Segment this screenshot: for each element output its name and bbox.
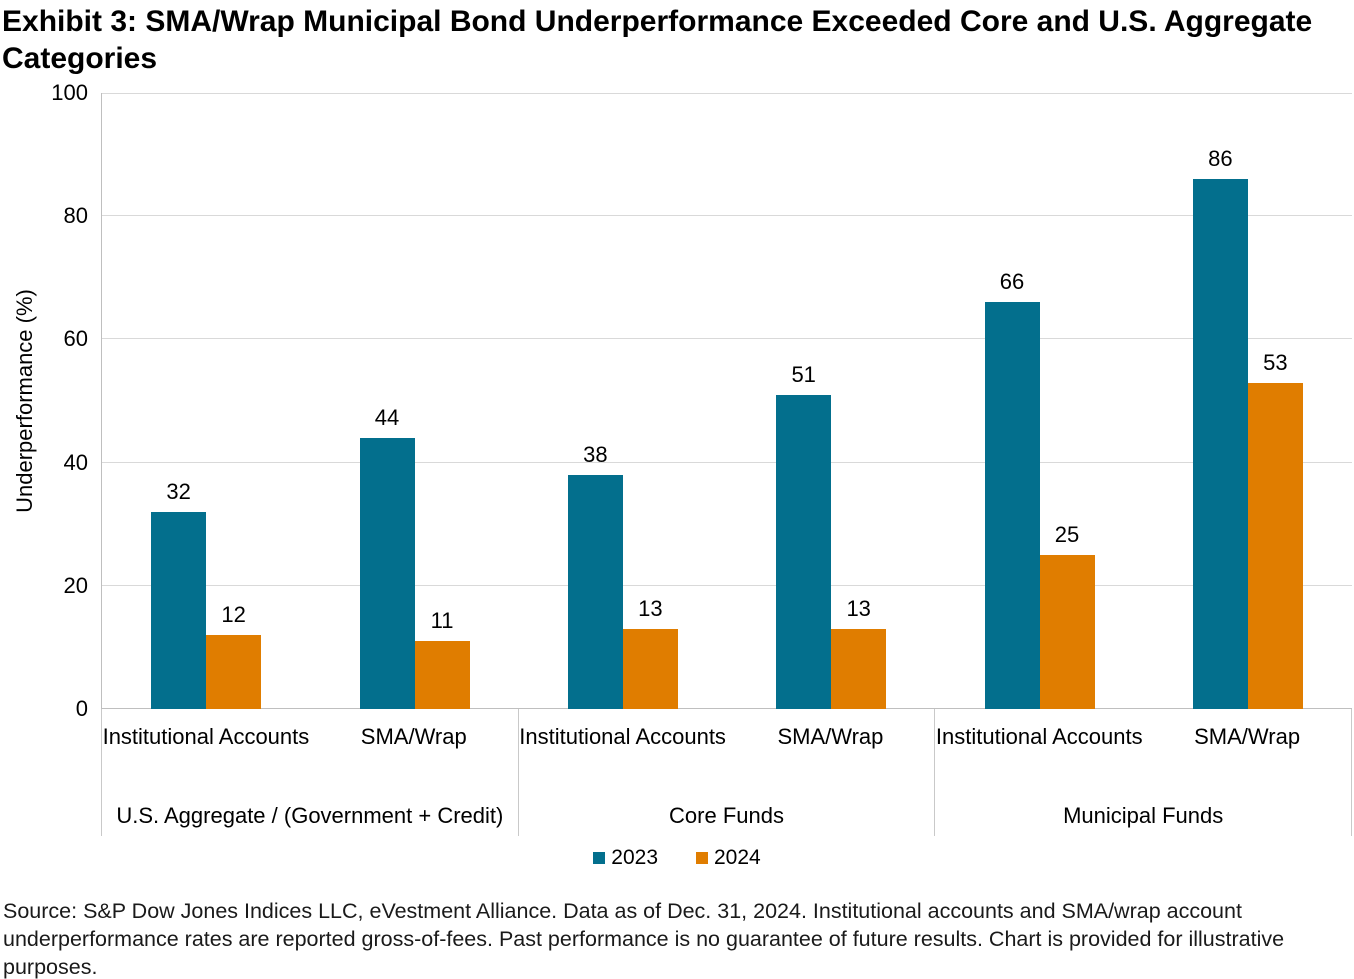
bar-value-label: 13 <box>638 595 663 621</box>
x-axis-group: Institutional Accounts SMA/Wrap Core Funds <box>517 709 935 836</box>
bar-pair: 44 11 <box>359 93 470 709</box>
chart-title: Exhibit 3: SMA/Wrap Municipal Bond Under… <box>2 5 1313 75</box>
x-group-label: U.S. Aggregate / (Government + Credit) <box>116 803 504 828</box>
x-axis-group: Institutional Accounts SMA/Wrap Municipal … <box>934 709 1353 836</box>
x-category-label: Institutional Accounts <box>935 724 1143 749</box>
category-slot: 66 25 <box>935 93 1143 709</box>
bar-value-label: 66 <box>999 269 1025 295</box>
plot-area: 32 12 44 11 38 13 51 13 66 25 86 53 <box>101 93 1352 709</box>
legend-swatch-2023 <box>593 852 606 864</box>
bar-2023 <box>1192 179 1248 709</box>
bar-column: 12 <box>206 93 262 709</box>
bar-value-label: 12 <box>221 602 246 628</box>
category-slot: 51 13 <box>727 93 935 709</box>
bar-pair: 86 53 <box>1192 93 1303 709</box>
bar-column: 13 <box>622 93 678 709</box>
x-category-label: Institutional Accounts <box>519 724 726 749</box>
bar-column: 25 <box>1039 93 1095 709</box>
bar-column: 32 <box>151 93 207 709</box>
y-tick-label: 40 <box>63 449 88 475</box>
x-axis-line <box>102 708 1352 709</box>
bar-2023 <box>151 511 207 709</box>
bar-2023 <box>984 302 1040 709</box>
legend-label: 2023 <box>611 846 658 869</box>
bar-pair: 32 12 <box>151 93 262 709</box>
category-slot: 32 12 <box>102 93 310 709</box>
source-note: Source: S&P Dow Jones Indices LLC, eVest… <box>3 899 1285 979</box>
bar-2023 <box>359 437 415 709</box>
gridline <box>102 215 1352 217</box>
bar-column: 13 <box>831 93 887 709</box>
legend-label: 2024 <box>714 846 761 869</box>
bar-column: 51 <box>776 93 832 709</box>
gridline <box>102 461 1352 463</box>
x-category-row: Institutional Accounts SMA/Wrap <box>935 709 1351 751</box>
x-category-label: SMA/Wrap <box>777 724 884 749</box>
bar-value-label: 44 <box>374 404 400 430</box>
bar-pair: 66 25 <box>984 93 1095 709</box>
x-category-label: SMA/Wrap <box>1194 724 1301 749</box>
bar-column: 86 <box>1192 93 1248 709</box>
bar-2023 <box>776 394 832 709</box>
bar-column: 44 <box>359 93 415 709</box>
bar-2024 <box>1247 382 1303 709</box>
bar-value-label: 53 <box>1263 349 1288 375</box>
y-axis-tick-labels: 0 20 40 60 80 100 <box>0 80 88 721</box>
bar-column: 53 <box>1247 93 1303 709</box>
category-slot: 86 53 <box>1144 93 1352 709</box>
bar-value-label: 13 <box>846 595 871 621</box>
y-tick-label: 100 <box>51 80 88 105</box>
bar-2024 <box>206 635 262 709</box>
category-slot: 44 11 <box>310 93 518 709</box>
x-category-row: Institutional Accounts SMA/Wrap <box>102 709 518 751</box>
y-tick-label: 60 <box>63 326 88 352</box>
bar-value-label: 11 <box>430 608 454 634</box>
y-tick-label: 0 <box>75 696 88 721</box>
bar-2023 <box>567 474 623 709</box>
bar-series-container: 32 12 44 11 38 13 51 13 66 25 86 53 <box>102 93 1352 709</box>
bar-2024 <box>622 628 678 709</box>
legend-item: 2024 <box>696 846 761 870</box>
bar-2024 <box>1039 555 1095 709</box>
x-axis-group: Institutional Accounts SMA/Wrap U.S. Aggre… <box>101 709 518 836</box>
bar-group: 32 12 44 11 <box>102 93 519 709</box>
y-tick-label: 20 <box>63 572 88 598</box>
bar-value-label: 86 <box>1208 146 1233 172</box>
x-group-label: Municipal Funds <box>1063 803 1224 828</box>
bar-group: 38 13 51 13 <box>519 93 936 709</box>
x-group-label: Core Funds <box>669 803 784 828</box>
gridline <box>102 93 1352 94</box>
category-slot: 38 13 <box>519 93 727 709</box>
legend: 2023 2024 <box>0 846 1354 870</box>
legend-item: 2023 <box>593 846 658 870</box>
bar-group: 66 25 86 53 <box>935 93 1352 709</box>
x-category-label: Institutional Accounts <box>102 724 310 749</box>
x-axis-labels: Institutional Accounts SMA/Wrap U.S. Aggre… <box>101 709 1353 836</box>
bar-value-label: 32 <box>166 478 191 504</box>
x-category-label: SMA/Wrap <box>360 724 467 749</box>
bar-column: 66 <box>984 93 1040 709</box>
legend-swatch-2024 <box>696 852 708 864</box>
gridline <box>102 584 1352 586</box>
x-category-row: Institutional Accounts SMA/Wrap <box>519 709 935 751</box>
y-tick-label: 80 <box>63 203 88 229</box>
bar-2024 <box>414 641 470 709</box>
bar-column: 38 <box>567 93 623 709</box>
bar-value-label: 51 <box>791 361 816 387</box>
bar-2024 <box>831 628 887 709</box>
bar-column: 11 <box>414 93 470 709</box>
gridline <box>102 338 1352 340</box>
bar-value-label: 38 <box>583 441 608 467</box>
bar-pair: 51 13 <box>776 93 887 709</box>
bar-value-label: 25 <box>1054 522 1080 547</box>
bar-pair: 38 13 <box>567 93 678 709</box>
